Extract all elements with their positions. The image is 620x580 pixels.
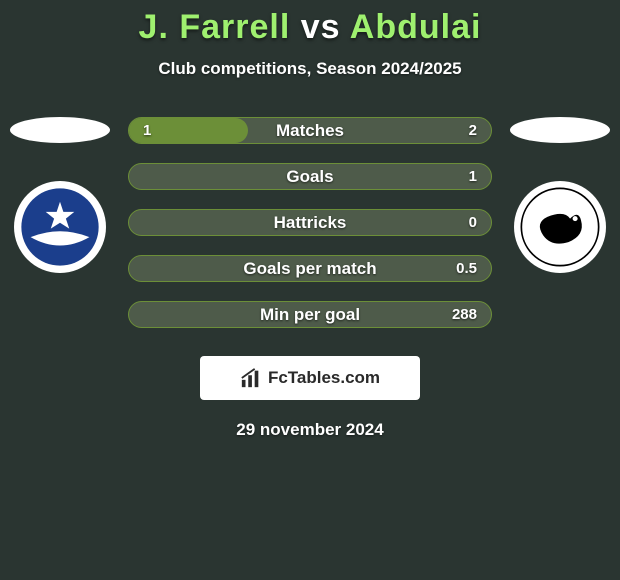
right-player-ellipse xyxy=(510,117,610,143)
subtitle: Club competitions, Season 2024/2025 xyxy=(0,59,620,79)
stat-bar: 1 Matches 2 xyxy=(128,117,492,144)
portsmouth-icon xyxy=(18,185,102,269)
stat-label: Goals xyxy=(286,167,333,187)
stat-right-value: 1 xyxy=(469,168,491,185)
stats-columns: 1 Matches 2 Goals 1 Hattricks 0 Goals per match… xyxy=(0,117,620,328)
swansea-icon xyxy=(518,185,602,269)
stat-label: Hattricks xyxy=(274,213,347,233)
stat-bar: Goals 1 xyxy=(128,163,492,190)
stat-bar: Goals per match 0.5 xyxy=(128,255,492,282)
stat-right-value: 0.5 xyxy=(456,260,491,277)
page-title: J. Farrell vs Abdulai xyxy=(0,0,620,47)
stat-bars: 1 Matches 2 Goals 1 Hattricks 0 Goals per match… xyxy=(120,117,500,328)
right-club-badge xyxy=(514,181,606,273)
footer-logo: FcTables.com xyxy=(200,356,420,400)
stat-right-value: 288 xyxy=(452,306,491,323)
stat-label: Goals per match xyxy=(243,259,376,279)
right-side xyxy=(500,117,620,273)
stat-label: Min per goal xyxy=(260,305,360,325)
player1-name: J. Farrell xyxy=(139,8,291,46)
vs-text: vs xyxy=(301,8,341,46)
left-club-badge xyxy=(14,181,106,273)
footer-date: 29 november 2024 xyxy=(0,420,620,440)
stat-bar: Hattricks 0 xyxy=(128,209,492,236)
stat-right-value: 2 xyxy=(469,122,491,139)
stat-right-value: 0 xyxy=(469,214,491,231)
footer-logo-text: FcTables.com xyxy=(268,368,380,388)
player2-name: Abdulai xyxy=(350,8,482,46)
left-side xyxy=(0,117,120,273)
chart-icon xyxy=(240,367,262,389)
stat-bar: Min per goal 288 xyxy=(128,301,492,328)
comparison-infographic: J. Farrell vs Abdulai Club competitions,… xyxy=(0,0,620,580)
left-player-ellipse xyxy=(10,117,110,143)
stat-left-value: 1 xyxy=(129,122,151,139)
stat-label: Matches xyxy=(276,121,344,141)
